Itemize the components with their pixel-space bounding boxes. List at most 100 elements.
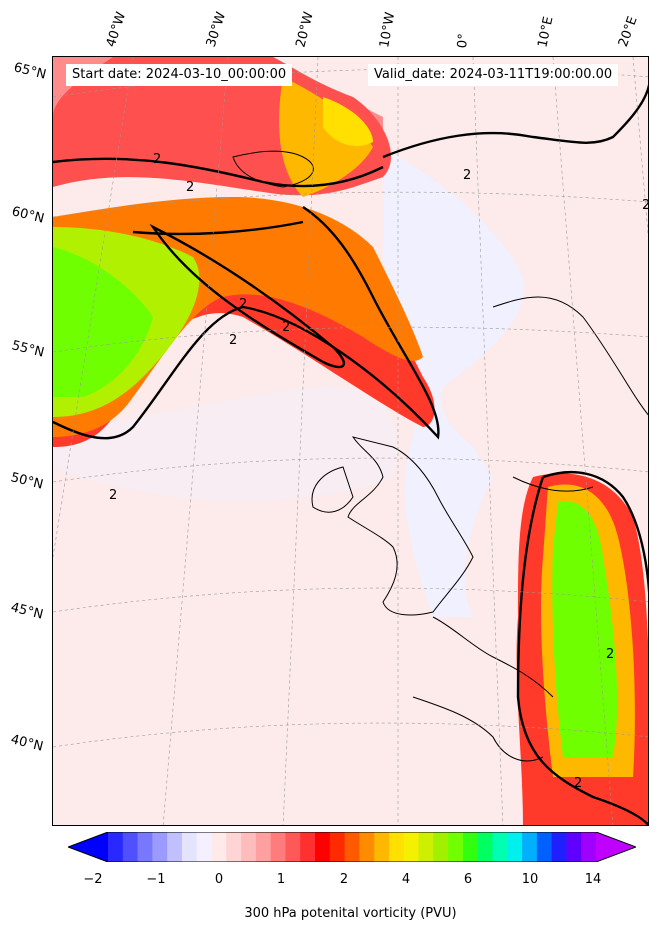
colorbar-title: 300 hPa potenital vorticity (PVU) bbox=[244, 906, 457, 921]
graticule-line bbox=[53, 457, 648, 483]
contour-southeast-west bbox=[516, 476, 648, 825]
pv-map-canvas: 2 2 2 2 2 2 2 2 2 2 bbox=[53, 57, 649, 825]
colorbar-segment bbox=[270, 832, 286, 862]
low-pv-region bbox=[383, 147, 525, 617]
graticule-line bbox=[162, 57, 229, 825]
contour-label: 2 bbox=[282, 320, 290, 335]
colorbar bbox=[68, 832, 636, 862]
colorbar-tick-label: −1 bbox=[146, 872, 166, 887]
colorbar-segment bbox=[329, 832, 346, 862]
pv-stream-southeast-green bbox=[552, 501, 618, 757]
colorbar-tick-label: 2 bbox=[339, 872, 349, 887]
graticule-line bbox=[53, 326, 648, 353]
france-coast bbox=[432, 616, 554, 698]
latitude-label: 55°N bbox=[10, 338, 46, 361]
pv-high-orange-north bbox=[279, 77, 373, 197]
colorbar-segment bbox=[300, 832, 316, 862]
norway-coast bbox=[492, 296, 648, 416]
colorbar-segment bbox=[388, 832, 405, 862]
longitude-label: 10°W bbox=[377, 11, 399, 50]
contour-north bbox=[53, 157, 384, 188]
colorbar-extend-low bbox=[68, 832, 108, 862]
colorbar-segment bbox=[359, 832, 375, 862]
colorbar-segment bbox=[536, 832, 553, 862]
coastlines bbox=[232, 150, 648, 762]
graticule-line bbox=[472, 57, 504, 825]
longitude-label: 40°W bbox=[103, 10, 130, 49]
iceland-outline bbox=[232, 150, 314, 188]
start-date-label: Start date: 2024-03-10_00:00:00 bbox=[66, 64, 293, 86]
contour-label: 2 bbox=[463, 168, 471, 183]
colorbar-segment bbox=[477, 832, 493, 862]
colorbar-segment bbox=[285, 832, 301, 862]
colorbar-segment bbox=[344, 832, 360, 862]
graticule-line bbox=[53, 722, 648, 748]
latitude-label: 60°N bbox=[10, 204, 46, 227]
graticule-line bbox=[282, 57, 319, 825]
colorbar-segment bbox=[181, 832, 198, 862]
north-sea-coast bbox=[512, 476, 594, 492]
contour-label: 2 bbox=[153, 152, 161, 167]
contour-label: 2 bbox=[186, 180, 194, 195]
colorbar-segment bbox=[137, 832, 153, 862]
colorbar-segment bbox=[403, 832, 420, 862]
colorbar-segment bbox=[374, 832, 390, 862]
colorbar-segment bbox=[462, 832, 479, 862]
low-pv-region-west bbox=[53, 385, 399, 501]
longitude-label: 30°W bbox=[203, 10, 230, 49]
colorbar-tick-label: 6 bbox=[463, 872, 473, 887]
colorbar-segment bbox=[522, 832, 538, 862]
longitude-label: 10°E bbox=[535, 15, 557, 50]
graticule-line bbox=[552, 57, 614, 825]
contour-label: 2 bbox=[606, 647, 614, 662]
colorbar-tick-label: 1 bbox=[276, 872, 286, 887]
colorbar-segment bbox=[581, 832, 597, 862]
colorbar-tick-label: 10 bbox=[521, 872, 539, 887]
colorbar-segment bbox=[418, 832, 434, 862]
contour-trough bbox=[53, 206, 440, 440]
contour-label: 2 bbox=[574, 776, 582, 791]
colorbar-segment bbox=[507, 832, 523, 862]
contour-label: 2 bbox=[229, 333, 237, 348]
graticule-line bbox=[53, 587, 648, 613]
colorbar-tick-label: −2 bbox=[83, 872, 103, 887]
pv-high-yellow-north bbox=[323, 97, 373, 147]
graticule-line bbox=[53, 191, 648, 218]
latitude-label: 50°N bbox=[9, 470, 45, 493]
colorbar-segment bbox=[122, 832, 139, 862]
latitude-label: 40°N bbox=[9, 732, 45, 755]
valid-date-label: Valid_date: 2024-03-11T19:00:00.00 bbox=[368, 64, 619, 86]
contour-label: 2 bbox=[642, 198, 649, 213]
latitude-label: 45°N bbox=[9, 600, 45, 623]
longitude-label: 0° bbox=[455, 32, 472, 49]
colorbar-segment bbox=[566, 832, 582, 862]
contour-label-group: 2 2 2 2 2 2 2 2 2 2 bbox=[109, 152, 649, 791]
colorbar-segment bbox=[315, 832, 331, 862]
colorbar-segment bbox=[551, 832, 567, 862]
colorbar-segment bbox=[241, 832, 257, 862]
contour-north-2 bbox=[132, 220, 304, 236]
colorbar-segment bbox=[211, 832, 227, 862]
pv-map: 2 2 2 2 2 2 2 2 2 2 bbox=[52, 56, 649, 826]
colorbar-segment bbox=[226, 832, 242, 862]
colorbar-segment bbox=[152, 832, 168, 862]
graticule bbox=[53, 57, 648, 825]
iberia-coast bbox=[412, 696, 544, 762]
contour-label: 2 bbox=[239, 297, 247, 312]
colorbar-segment bbox=[108, 832, 124, 862]
ireland-outline bbox=[311, 466, 354, 513]
colorbar-tick-label: 0 bbox=[214, 872, 224, 887]
colorbar-extend-high bbox=[596, 832, 636, 862]
colorbar-segment bbox=[255, 832, 272, 862]
contour-band bbox=[149, 223, 346, 369]
pv-2-contours bbox=[53, 84, 648, 825]
longitude-label: 20°W bbox=[293, 10, 317, 49]
colorbar-tick-label: 14 bbox=[584, 872, 602, 887]
contour-southeast-north bbox=[542, 470, 648, 594]
contour-northeast bbox=[382, 84, 648, 159]
britain-outline bbox=[347, 436, 474, 616]
colorbar-segment bbox=[433, 832, 449, 862]
pv-high-green-west-core bbox=[53, 247, 153, 397]
graticule-line bbox=[53, 57, 134, 558]
colorbar-tick-label: 4 bbox=[401, 872, 411, 887]
